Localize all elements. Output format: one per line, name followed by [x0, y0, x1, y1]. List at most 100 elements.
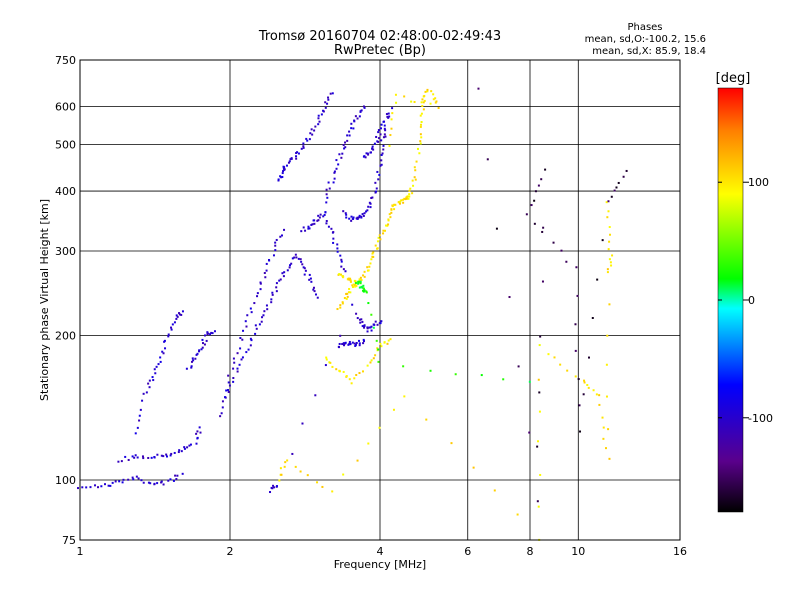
- data-point: [295, 155, 298, 158]
- data-point: [365, 210, 368, 213]
- data-point: [316, 296, 319, 299]
- data-point: [328, 187, 331, 190]
- data-point: [375, 190, 378, 193]
- data-point: [367, 269, 370, 272]
- data-point: [516, 513, 519, 516]
- data-point: [419, 125, 422, 128]
- data-point: [163, 339, 166, 342]
- data-point: [133, 456, 136, 459]
- data-point: [140, 479, 143, 482]
- data-point: [247, 348, 250, 351]
- data-point: [178, 312, 181, 315]
- data-point: [358, 115, 361, 118]
- data-point: [306, 474, 309, 477]
- data-point: [430, 90, 433, 93]
- data-point: [363, 325, 366, 328]
- data-point: [259, 288, 262, 291]
- data-point: [370, 197, 373, 200]
- data-point: [437, 107, 440, 110]
- data-point: [542, 226, 545, 229]
- data-point: [348, 130, 351, 133]
- data-point: [288, 264, 291, 267]
- data-point: [372, 255, 375, 258]
- data-point: [357, 282, 360, 285]
- data-point: [254, 324, 257, 327]
- data-point: [351, 303, 354, 306]
- data-point: [172, 479, 175, 482]
- data-point: [107, 484, 110, 487]
- data-point: [181, 472, 184, 475]
- data-point: [347, 291, 350, 294]
- data-point: [175, 314, 178, 317]
- data-point: [394, 203, 397, 206]
- data-point: [203, 343, 206, 346]
- data-point: [410, 100, 413, 103]
- data-point: [303, 273, 306, 276]
- data-point: [553, 356, 556, 359]
- data-point: [162, 455, 165, 458]
- data-point: [263, 272, 266, 275]
- data-point: [350, 127, 353, 130]
- data-point: [539, 473, 542, 476]
- data-point: [358, 372, 361, 375]
- data-point: [538, 410, 541, 413]
- data-point: [411, 179, 414, 182]
- data-point: [185, 367, 188, 370]
- data-point: [201, 338, 204, 341]
- data-point: [266, 308, 269, 311]
- x-tick-label: 6: [464, 545, 471, 558]
- data-point: [374, 244, 377, 247]
- data-point: [141, 455, 144, 458]
- data-point: [348, 134, 351, 137]
- data-point: [398, 201, 401, 204]
- data-point: [331, 92, 334, 95]
- data-point: [385, 224, 388, 227]
- data-point: [259, 282, 262, 285]
- data-point: [379, 322, 382, 325]
- data-point: [317, 117, 320, 120]
- data-point: [382, 148, 385, 151]
- data-point: [579, 430, 582, 433]
- data-point: [354, 285, 357, 288]
- data-point: [382, 232, 385, 235]
- data-point: [97, 486, 100, 489]
- data-point: [422, 95, 425, 98]
- data-point: [340, 260, 343, 263]
- y-axis-ticks: 75 100 200 300 400 500 600 750: [55, 54, 76, 547]
- data-point: [225, 389, 228, 392]
- data-point: [350, 382, 353, 385]
- data-point: [236, 367, 239, 370]
- data-point: [352, 285, 355, 288]
- data-point: [353, 377, 356, 380]
- data-point: [404, 198, 407, 201]
- colorbar-tick-label: -100: [748, 412, 773, 425]
- data-point: [530, 204, 533, 207]
- data-point: [387, 116, 390, 119]
- data-point: [136, 426, 139, 429]
- data-point: [264, 276, 267, 279]
- data-point: [310, 223, 313, 226]
- data-point: [367, 153, 370, 156]
- data-point: [356, 216, 359, 219]
- data-point: [325, 219, 328, 222]
- data-point: [342, 370, 345, 373]
- data-point: [370, 329, 373, 332]
- data-point: [495, 227, 498, 230]
- data-point: [293, 256, 296, 259]
- data-point: [552, 241, 555, 244]
- data-point: [566, 369, 569, 372]
- data-point: [358, 214, 361, 217]
- data-point: [606, 271, 609, 274]
- data-point: [622, 175, 625, 178]
- data-point: [382, 229, 385, 232]
- data-point: [254, 332, 257, 335]
- data-point: [176, 315, 179, 318]
- data-point: [525, 213, 528, 216]
- data-point: [262, 314, 265, 317]
- data-point: [325, 356, 328, 359]
- chart-subtitle: RwPretec (Bp): [334, 43, 426, 58]
- data-point: [402, 201, 405, 204]
- data-point: [534, 190, 537, 193]
- data-point: [583, 379, 586, 382]
- data-point: [227, 381, 230, 384]
